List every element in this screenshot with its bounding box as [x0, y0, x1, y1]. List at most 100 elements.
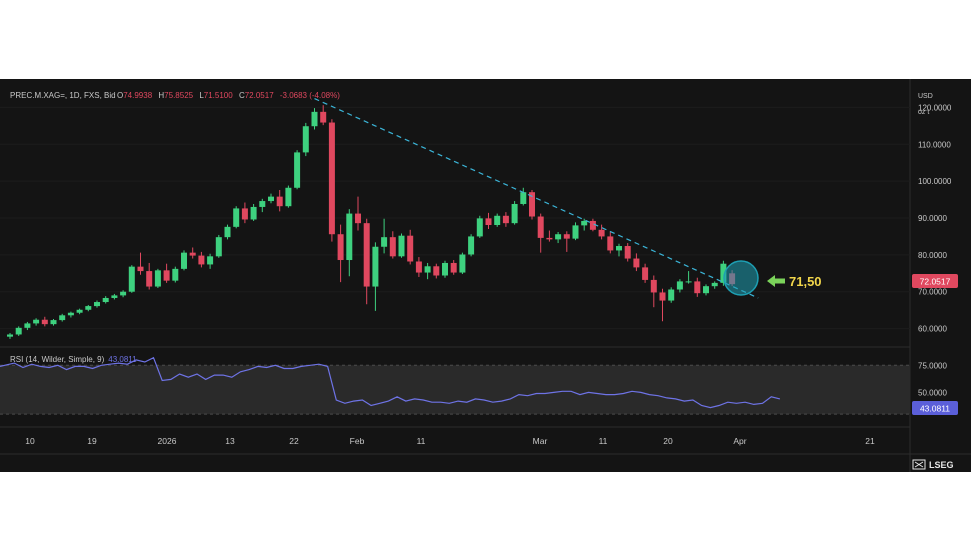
- candle: [189, 247, 196, 259]
- candle: [442, 260, 448, 278]
- candle: [198, 251, 205, 268]
- candle: [41, 316, 48, 327]
- candle: [346, 209, 353, 277]
- candle: [685, 271, 692, 284]
- candle: [233, 206, 240, 229]
- candle: [137, 252, 144, 275]
- annotation-label: 71,50: [789, 274, 822, 289]
- candle: [589, 218, 596, 232]
- y-tick-label: 120.0000: [918, 103, 952, 112]
- candle: [294, 150, 301, 190]
- highlight-circle: [723, 260, 759, 296]
- candle: [711, 281, 718, 289]
- price-badge: 72.0517: [920, 277, 951, 287]
- candle: [128, 265, 135, 293]
- candlestick-chart[interactable]: PREC.M.XAG=, 1D, FXS, Bid O74.9938 H75.8…: [0, 79, 971, 472]
- candle: [703, 284, 709, 296]
- candle: [450, 260, 457, 275]
- candle: [24, 321, 31, 331]
- currency-label: USD: [918, 93, 933, 100]
- candle: [407, 229, 414, 265]
- candle: [433, 263, 440, 279]
- candle: [172, 266, 179, 283]
- candle: [502, 212, 509, 227]
- candle: [520, 187, 527, 206]
- candle: [616, 243, 622, 257]
- candle: [320, 105, 327, 126]
- candle: [154, 268, 161, 289]
- candle: [355, 196, 361, 231]
- candle: [598, 224, 605, 240]
- rsi-tick-label: 75.0000: [918, 361, 947, 370]
- candle: [163, 263, 170, 283]
- candle: [50, 318, 57, 326]
- rsi-tick-label: 50.0000: [918, 388, 947, 397]
- candle: [146, 262, 153, 290]
- candle: [311, 108, 318, 130]
- lseg-logo-icon: [912, 459, 926, 470]
- candle: [181, 250, 187, 271]
- candle: [276, 189, 283, 212]
- x-tick-label: Apr: [733, 436, 746, 446]
- candle: [67, 311, 74, 318]
- candle: [285, 185, 292, 208]
- candle: [676, 279, 683, 293]
- arrow-icon: [767, 275, 785, 287]
- candle: [468, 234, 475, 257]
- rsi-band: [0, 365, 910, 415]
- x-tick-label: 21: [865, 436, 875, 446]
- candle: [76, 308, 83, 315]
- x-tick-label: 11: [599, 436, 608, 446]
- candle: [476, 215, 483, 238]
- candle: [328, 119, 335, 242]
- y-tick-label: 110.0000: [918, 140, 951, 149]
- candle: [85, 304, 92, 312]
- brand-label: LSEG: [929, 460, 954, 470]
- candle: [241, 202, 248, 224]
- x-tick-label: 22: [289, 436, 299, 446]
- y-tick-label: 60.0000: [918, 325, 947, 334]
- unit-label: oz t: [918, 109, 929, 116]
- candle: [302, 122, 309, 157]
- candle: [7, 332, 13, 339]
- y-tick-label: 70.0000: [918, 288, 947, 297]
- x-tick-label: 19: [87, 436, 97, 446]
- candle: [485, 212, 492, 230]
- candle: [15, 326, 22, 336]
- candle: [459, 252, 466, 275]
- candle: [372, 242, 379, 311]
- rsi-header: RSI (14, Wilder, Simple, 9) 43.0811: [10, 355, 137, 364]
- candle: [259, 198, 266, 213]
- candle: [511, 201, 518, 225]
- chart-frame: PREC.M.XAG=, 1D, FXS, Bid O74.9938 H75.8…: [0, 79, 971, 472]
- candle: [572, 222, 579, 241]
- candle: [546, 230, 553, 242]
- candle: [529, 189, 535, 220]
- symbol-label: PREC.M.XAG=, 1D, FXS, Bid: [10, 91, 116, 100]
- candle: [694, 277, 701, 297]
- ohlc-readout: O74.9938 H75.8525 L71.5100 C72.0517 -3.0…: [117, 91, 340, 100]
- rsi-badge-bg: [912, 401, 958, 415]
- candle: [668, 287, 675, 303]
- candle: [633, 253, 640, 272]
- candle: [120, 290, 127, 298]
- candle: [581, 218, 588, 231]
- candle: [381, 218, 388, 254]
- candle: [720, 260, 727, 286]
- y-tick-label: 90.0000: [918, 214, 947, 223]
- candle: [363, 218, 370, 305]
- candle: [555, 232, 562, 244]
- candle: [537, 213, 544, 253]
- candle: [224, 224, 231, 240]
- candle: [207, 253, 214, 269]
- candle: [94, 300, 100, 308]
- candle: [494, 213, 501, 227]
- y-tick-label: 80.0000: [918, 251, 947, 260]
- candle: [659, 288, 666, 322]
- candle: [650, 275, 657, 308]
- price-badge-bg: [912, 274, 958, 288]
- candle: [624, 243, 631, 262]
- x-tick-label: 11: [417, 436, 426, 446]
- candle: [215, 234, 222, 258]
- x-tick-label: 20: [663, 436, 673, 446]
